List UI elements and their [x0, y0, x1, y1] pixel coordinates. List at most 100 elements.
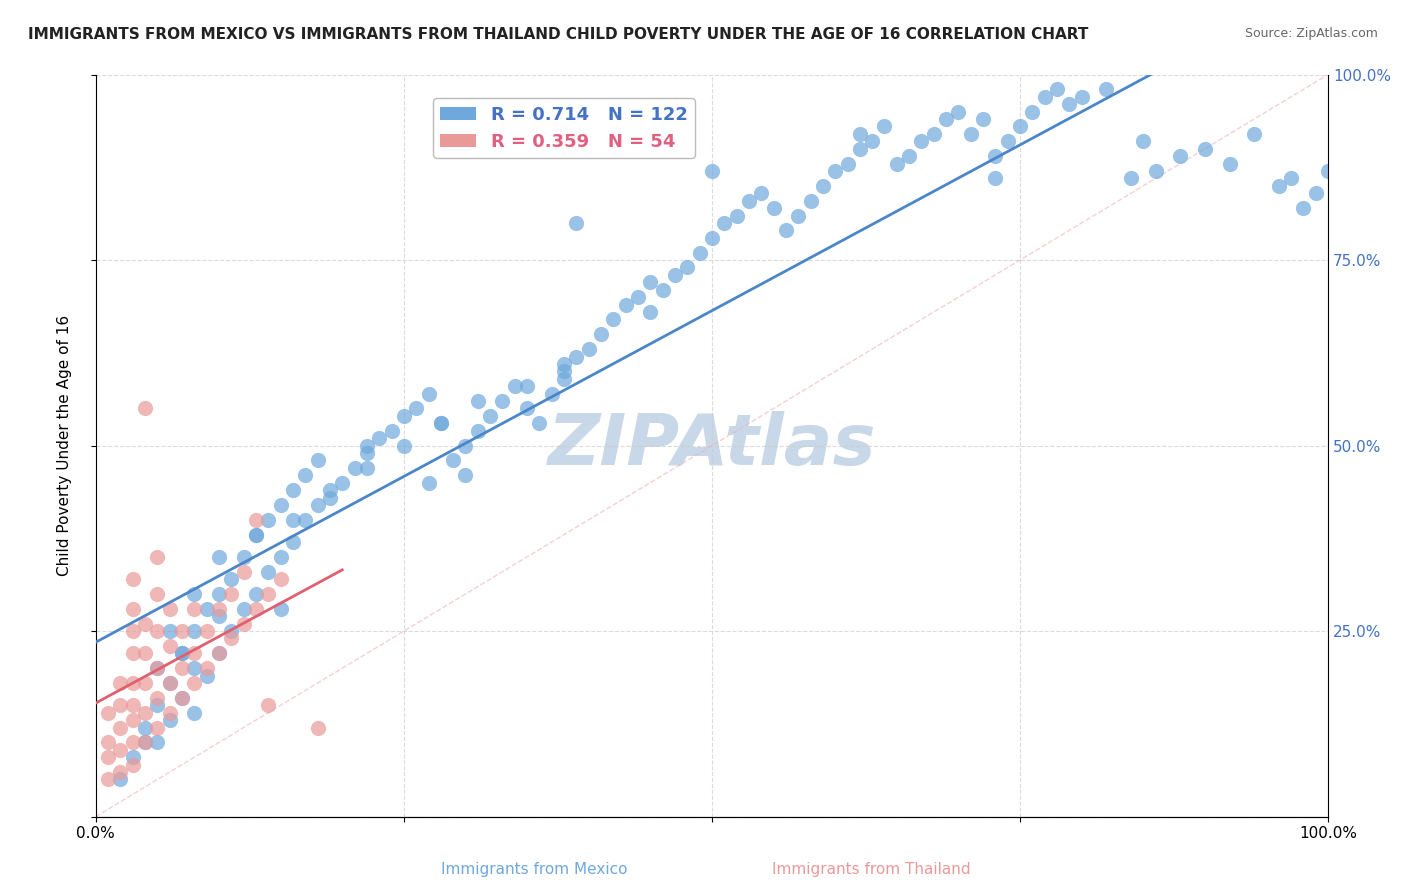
Point: [503, 379, 526, 393]
Text: Immigrants from Thailand: Immigrants from Thailand: [772, 863, 972, 877]
Point: [183, 602, 205, 616]
Point: [232, 616, 254, 631]
Point: [159, 713, 181, 727]
Point: [121, 713, 143, 727]
Point: [121, 750, 143, 764]
Point: [849, 142, 872, 156]
Point: [170, 661, 193, 675]
Point: [799, 194, 821, 208]
Point: [824, 164, 846, 178]
Point: [307, 498, 329, 512]
Point: [529, 417, 551, 431]
Point: [110, 698, 132, 713]
Point: [121, 698, 143, 713]
Point: [959, 127, 981, 141]
Point: [257, 513, 280, 527]
Point: [922, 127, 945, 141]
Point: [146, 698, 169, 713]
Point: [121, 757, 143, 772]
Point: [110, 765, 132, 780]
Point: [553, 357, 575, 371]
Point: [159, 676, 181, 690]
Point: [762, 201, 785, 215]
Point: [294, 513, 316, 527]
Y-axis label: Child Poverty Under the Age of 16: Child Poverty Under the Age of 16: [58, 315, 72, 576]
Point: [725, 209, 748, 223]
Point: [170, 646, 193, 660]
Point: [749, 186, 772, 201]
Point: [159, 624, 181, 638]
Point: [97, 735, 120, 749]
Point: [454, 439, 477, 453]
Point: [392, 409, 415, 423]
Point: [811, 178, 834, 193]
Text: IMMIGRANTS FROM MEXICO VS IMMIGRANTS FROM THAILAND CHILD POVERTY UNDER THE AGE O: IMMIGRANTS FROM MEXICO VS IMMIGRANTS FRO…: [28, 27, 1088, 42]
Point: [1021, 104, 1043, 119]
Point: [738, 194, 761, 208]
Point: [97, 750, 120, 764]
Point: [134, 401, 156, 416]
Point: [1033, 90, 1056, 104]
Point: [1008, 120, 1031, 134]
Point: [97, 706, 120, 720]
Point: [898, 149, 921, 163]
Point: [578, 342, 600, 356]
Point: [146, 721, 169, 735]
Point: [245, 527, 267, 541]
Point: [860, 134, 883, 148]
Point: [121, 735, 143, 749]
Point: [1194, 142, 1216, 156]
Point: [454, 468, 477, 483]
Point: [208, 609, 231, 624]
Point: [651, 283, 673, 297]
Point: [713, 216, 735, 230]
Point: [837, 156, 859, 170]
Point: [516, 379, 538, 393]
Point: [208, 602, 231, 616]
Point: [689, 245, 711, 260]
Point: [602, 312, 624, 326]
Point: [281, 513, 304, 527]
Point: [270, 572, 292, 586]
Point: [343, 460, 366, 475]
Point: [159, 639, 181, 653]
Point: [984, 171, 1007, 186]
Point: [1268, 178, 1291, 193]
Point: [294, 468, 316, 483]
Point: [208, 646, 231, 660]
Point: [948, 104, 970, 119]
Text: Source: ZipAtlas.com: Source: ZipAtlas.com: [1244, 27, 1378, 40]
Point: [1132, 134, 1154, 148]
Point: [553, 364, 575, 378]
Point: [307, 721, 329, 735]
Point: [1070, 90, 1092, 104]
Point: [257, 698, 280, 713]
Point: [430, 417, 453, 431]
Point: [110, 743, 132, 757]
Point: [589, 327, 612, 342]
Point: [281, 535, 304, 549]
Point: [565, 350, 588, 364]
Point: [257, 565, 280, 579]
Point: [134, 735, 156, 749]
Point: [159, 602, 181, 616]
Point: [183, 706, 205, 720]
Point: [183, 676, 205, 690]
Point: [356, 460, 378, 475]
Point: [676, 260, 699, 275]
Point: [134, 646, 156, 660]
Point: [479, 409, 502, 423]
Point: [516, 401, 538, 416]
Point: [997, 134, 1019, 148]
Point: [208, 549, 231, 564]
Point: [430, 417, 453, 431]
Point: [221, 587, 243, 601]
Point: [270, 602, 292, 616]
Point: [121, 676, 143, 690]
Point: [565, 216, 588, 230]
Point: [170, 646, 193, 660]
Point: [121, 602, 143, 616]
Point: [134, 721, 156, 735]
Point: [170, 690, 193, 705]
Point: [170, 624, 193, 638]
